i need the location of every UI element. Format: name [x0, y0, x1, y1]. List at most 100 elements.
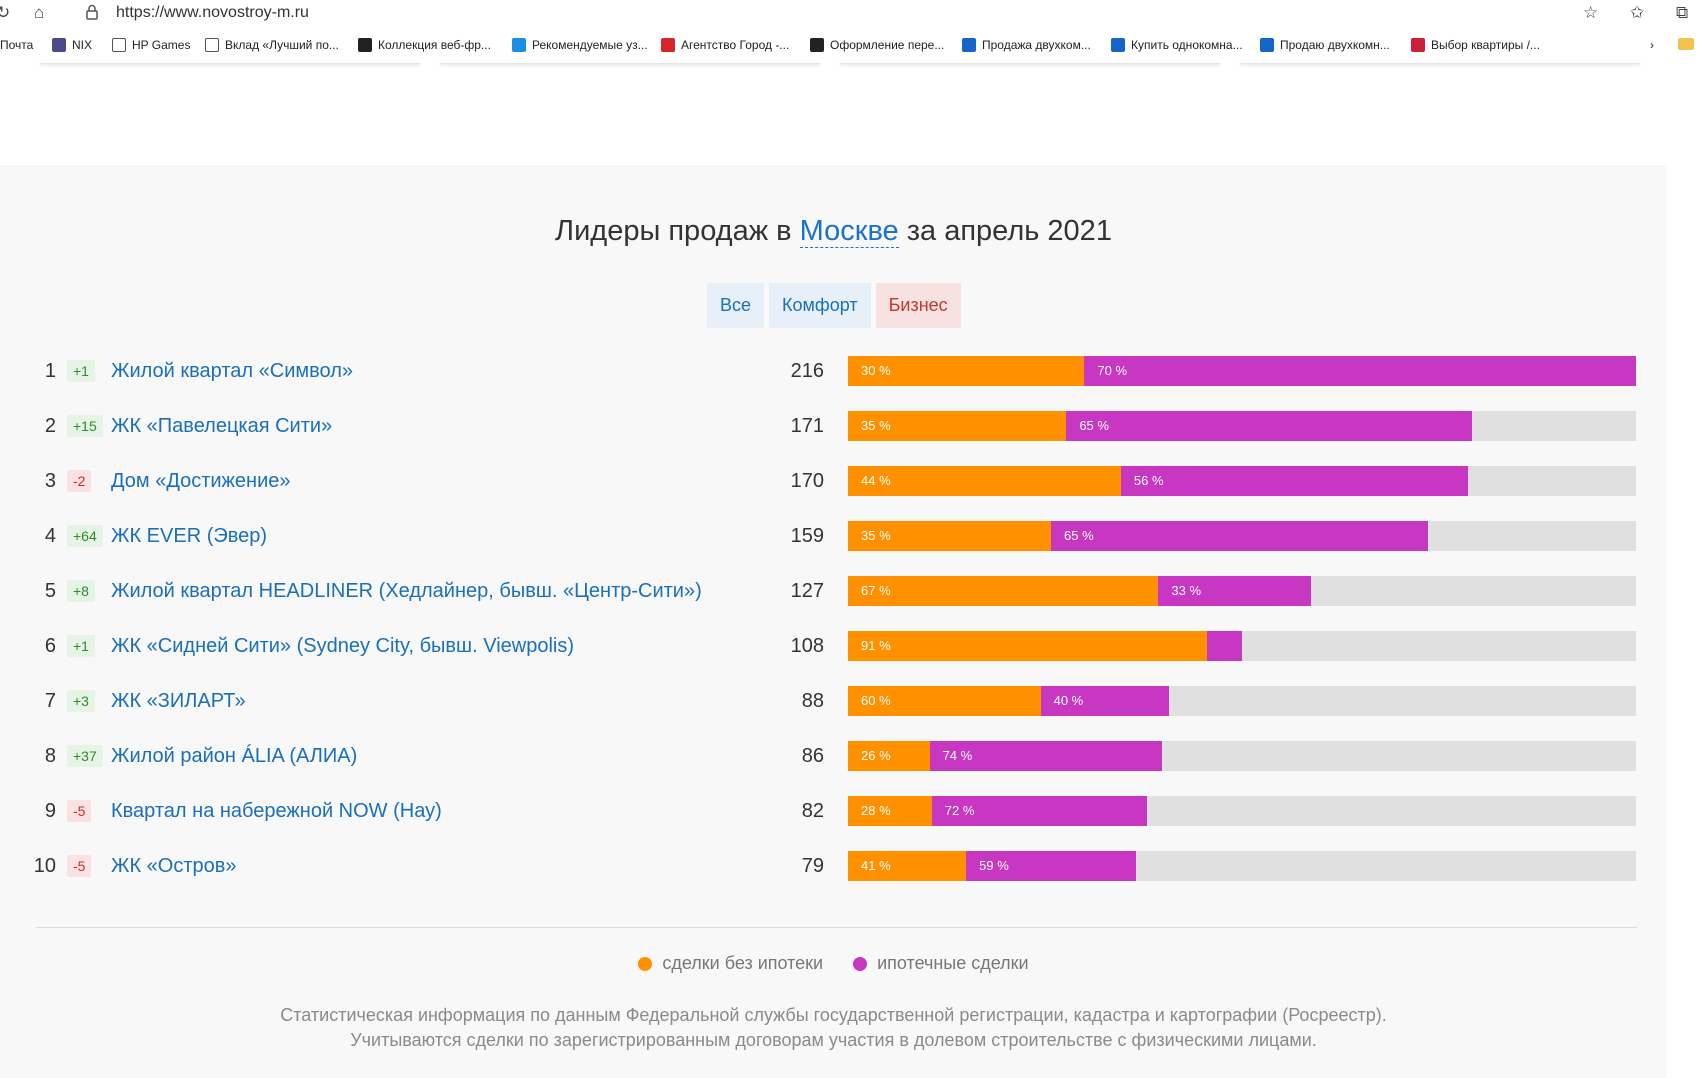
divider: [36, 927, 1637, 928]
page-scrollbar[interactable]: [1667, 60, 1700, 1078]
bookmark-item[interactable]: Вклад «Лучший по...: [205, 38, 339, 52]
cash-deals-segment: 26 %: [848, 741, 930, 771]
cash-deals-segment: 67 %: [848, 576, 1159, 606]
deals-bar: 28 % 72 %: [848, 796, 1636, 826]
bookmark-item[interactable]: Коллекция веб-фр...: [358, 38, 491, 52]
complex-link[interactable]: Жилой квартал «Символ»: [111, 360, 353, 382]
legend: сделки без ипотеки ипотечные сделки: [0, 953, 1667, 974]
complex-link[interactable]: ЖК «Павелецкая Сити»: [111, 415, 333, 437]
complex-link[interactable]: ЖК «Сидней Сити» (Sydney City, бывш. Vie…: [111, 635, 574, 657]
sales-leaders-section: Лидеры продаж в Москве за апрель 2021 Вс…: [0, 165, 1667, 1078]
rank-change-badge: +37: [67, 745, 103, 767]
leader-row: 3 -2 Дом «Достижение» 170 44 % 56 %: [0, 465, 1667, 497]
mortgage-deals-segment: 40 %: [1040, 686, 1170, 716]
complex-link[interactable]: Квартал на набережной NOW (Нау): [111, 800, 442, 822]
bookmark-item[interactable]: Продажа двухком...: [962, 38, 1091, 52]
rank-number: 8: [44, 745, 56, 767]
cash-deals-segment: 44 %: [848, 466, 1121, 496]
mortgage-deals-segment: 74 %: [929, 741, 1162, 771]
collections-icon[interactable]: ⧉: [1676, 3, 1689, 22]
leader-row: 1 +1 Жилой квартал «Символ» 216 30 % 70 %: [0, 355, 1667, 387]
source-note-line-1: Статистическая информация по данным Феде…: [280, 1005, 1387, 1025]
deals-count: 127: [790, 580, 824, 602]
page-icon: [205, 38, 219, 52]
leader-row: 6 +1 ЖК «Сидней Сити» (Sydney City, бывш. …: [0, 630, 1667, 662]
deals-bar: 30 % 70 %: [848, 356, 1636, 386]
bookmark-label: Продаю двухкомн...: [1280, 38, 1390, 52]
mortgage-deals-segment: 65 %: [1066, 411, 1472, 441]
deals-count: 88: [801, 690, 824, 712]
bookmark-item[interactable]: HP Games: [112, 38, 190, 52]
bookmark-item[interactable]: Выбор квартиры /...: [1411, 38, 1540, 52]
city-selector[interactable]: Москве: [799, 215, 899, 248]
gorod-icon: [661, 38, 675, 52]
deals-count: 108: [790, 635, 824, 657]
deals-bar: 26 % 74 %: [848, 741, 1636, 771]
bookmark-item[interactable]: Агентство Город -...: [661, 38, 789, 52]
folder-icon[interactable]: [1678, 38, 1694, 50]
avito-icon: [962, 38, 976, 52]
bookmark-item[interactable]: Продаю двухкомн...: [1260, 38, 1390, 52]
bookmark-item[interactable]: Почта: [0, 38, 33, 52]
cash-deals-segment: 35 %: [848, 521, 1052, 551]
url-text[interactable]: https://www.novostroy-m.ru: [116, 4, 309, 21]
refresh-icon[interactable]: ↻: [0, 3, 11, 22]
page-icon: [112, 38, 126, 52]
bookmark-item[interactable]: Оформление пере...: [810, 38, 944, 52]
rank-number: 3: [44, 470, 56, 492]
complex-link[interactable]: ЖК EVER (Эвер): [111, 525, 268, 547]
bookmark-item[interactable]: Купить однокомна...: [1111, 38, 1243, 52]
complex-link[interactable]: ЖК «Остров»: [111, 855, 237, 877]
leader-row: 7 +3 ЖК «ЗИЛАРТ» 88 60 % 40 %: [0, 685, 1667, 717]
leader-row: 4 +64 ЖК EVER (Эвер) 159 35 % 65 %: [0, 520, 1667, 552]
bookmark-label: Купить однокомна...: [1131, 38, 1243, 52]
home-icon[interactable]: ⌂: [34, 3, 45, 22]
rank-change-badge: -5: [67, 855, 92, 877]
deals-bar: 44 % 56 %: [848, 466, 1636, 496]
legend-dot-cash: [638, 956, 653, 971]
bookmark-item[interactable]: Рекомендуемые уз...: [512, 38, 648, 52]
deals-count: 171: [790, 415, 824, 437]
rank-number: 7: [44, 690, 56, 712]
bookmark-label: Оформление пере...: [830, 38, 945, 52]
bookmark-label: Почта: [0, 38, 34, 52]
source-note: Статистическая информация по данным Феде…: [0, 1003, 1667, 1053]
deals-bar: 60 % 40 %: [848, 686, 1636, 716]
complex-link[interactable]: Жилой квартал HEADLINER (Хедлайнер, бывш…: [111, 580, 702, 602]
bookmark-label: HP Games: [132, 38, 191, 52]
rank-change-badge: -5: [67, 800, 92, 822]
legend-dot-mortgage: [853, 956, 868, 971]
cash-deals-segment: 35 %: [848, 411, 1067, 441]
favorites-icon[interactable]: ✩: [1630, 3, 1645, 22]
rank-number: 1: [44, 360, 56, 382]
favorite-add-icon[interactable]: ☆: [1583, 3, 1599, 22]
lock-icon[interactable]: [86, 4, 98, 20]
tab-business[interactable]: Бизнес: [875, 283, 961, 328]
bookmarks-bar: Почта NIX HP Games Вклад «Лучший по... Колле…: [0, 33, 1700, 59]
rank-change-badge: +15: [67, 415, 103, 437]
complex-link[interactable]: Жилой район ÁLIA (АЛИА): [111, 745, 358, 767]
rank-change-badge: +64: [67, 525, 103, 547]
tab-comfort[interactable]: Комфорт: [769, 283, 871, 328]
bookmark-item[interactable]: NIX: [52, 38, 92, 52]
bookmarks-more-icon[interactable]: ›: [1650, 38, 1654, 52]
plus-icon: [810, 38, 824, 52]
mortgage-deals-segment: 56 %: [1120, 466, 1469, 496]
deals-bar: 67 % 33 %: [848, 576, 1636, 606]
rank-number: 6: [44, 635, 56, 657]
rank-number: 5: [44, 580, 56, 602]
title-suffix: за апрель 2021: [906, 215, 1112, 247]
deals-count: 159: [790, 525, 824, 547]
leader-row: 5 +8 Жилой квартал HEADLINER (Хедлайнер, б…: [0, 575, 1667, 607]
cards-shadow: [0, 60, 1680, 68]
leader-row: 2 +15 ЖК «Павелецкая Сити» 171 35 % 65 %: [0, 410, 1667, 442]
tab-all[interactable]: Все: [707, 283, 765, 328]
legend-label-mortgage: ипотечные сделки: [877, 953, 1029, 973]
mortgage-deals-segment: 59 %: [966, 851, 1137, 881]
cash-deals-segment: 91 %: [848, 631, 1207, 661]
nix-icon: [52, 38, 66, 52]
leader-row: 10 -5 ЖК «Остров» 79 41 % 59 %: [0, 850, 1667, 882]
complex-link[interactable]: ЖК «ЗИЛАРТ»: [111, 690, 246, 712]
cash-deals-segment: 28 %: [848, 796, 932, 826]
complex-link[interactable]: Дом «Достижение»: [111, 470, 291, 492]
